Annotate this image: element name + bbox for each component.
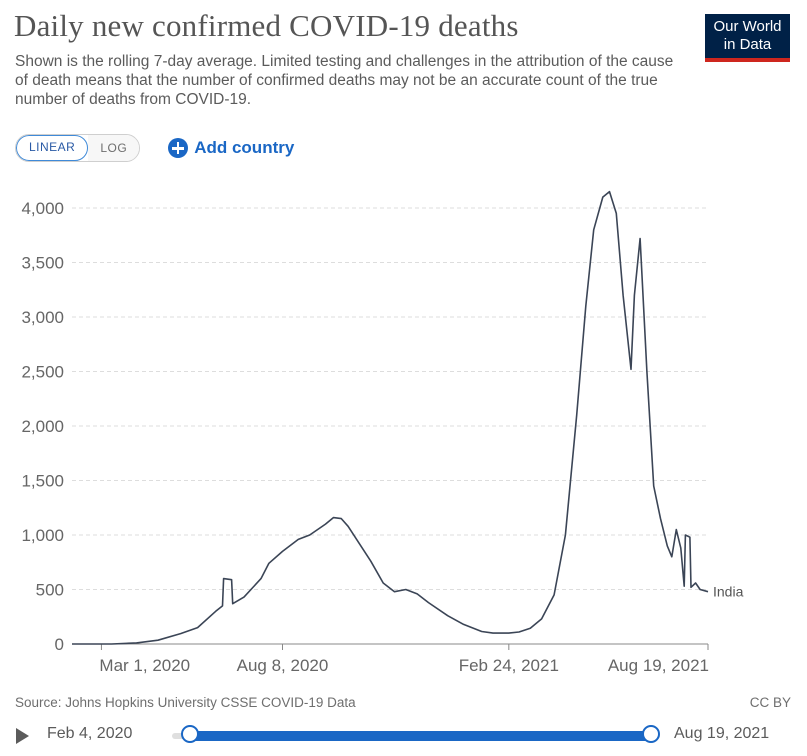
logo-line-2: in Data — [723, 36, 772, 53]
series-label: India — [713, 584, 744, 600]
y-tick-label: 3,500 — [21, 254, 64, 273]
plus-circle-icon — [168, 138, 189, 158]
logo-line-1: Our World — [713, 18, 782, 35]
license-link[interactable]: CC BY — [749, 695, 791, 710]
play-icon[interactable] — [16, 728, 29, 744]
timeline-start-label: Feb 4, 2020 — [47, 725, 133, 742]
y-tick-label: 2,500 — [21, 363, 64, 382]
line-chart: 05001,0001,5002,0002,5003,0003,5004,000 … — [21, 190, 744, 675]
series-line-india — [72, 190, 709, 645]
y-tick-label: 2,000 — [21, 417, 64, 436]
log-scale-button[interactable]: LOG — [88, 135, 140, 161]
chart-subtitle: Shown is the rolling 7-day average. Limi… — [15, 53, 674, 108]
linear-scale-button[interactable]: LINEAR — [16, 135, 89, 161]
add-country-button[interactable]: Add country — [168, 138, 294, 158]
add-country-label: Add country — [194, 138, 295, 157]
y-axis: 0 500 1,000 1,500 2,000 2,500 3,000 3,500 4,000 — [21, 199, 64, 654]
y-tick-label: 1,500 — [21, 472, 64, 491]
y-tick-label: 0 — [55, 635, 64, 654]
x-axis: Mar 1, 2020 Aug 8, 2020 Feb 24, 2021 Aug 19… — [99, 644, 709, 675]
x-tick-label: Feb 24, 2021 — [459, 656, 559, 675]
y-tick-label: 3,000 — [21, 308, 64, 327]
timeline-end-handle[interactable] — [642, 725, 660, 743]
timeline-start-handle[interactable] — [181, 725, 199, 743]
chart-controls: LINEAR LOG Add country — [15, 134, 294, 162]
chart-title: Daily new confirmed COVID-19 deaths — [14, 8, 519, 43]
timeline: Feb 4, 2020 Aug 19, 2021 — [0, 722, 807, 752]
owid-logo[interactable]: Our World in Data — [705, 14, 790, 62]
y-tick-label: 1,000 — [21, 526, 64, 545]
source-note[interactable]: Source: Johns Hopkins University CSSE CO… — [15, 695, 356, 710]
timeline-range[interactable] — [190, 731, 652, 741]
series-layer: India — [72, 190, 744, 645]
x-tick-label: Aug 19, 2021 — [608, 656, 709, 675]
x-tick-label: Aug 8, 2020 — [237, 656, 329, 675]
y-tick-label: 4,000 — [21, 199, 64, 218]
scale-toggle: LINEAR LOG — [15, 134, 141, 162]
x-tick-label: Mar 1, 2020 — [99, 656, 190, 675]
chart-grid — [72, 207, 708, 645]
y-tick-label: 500 — [36, 581, 64, 600]
timeline-end-label: Aug 19, 2021 — [674, 725, 770, 742]
